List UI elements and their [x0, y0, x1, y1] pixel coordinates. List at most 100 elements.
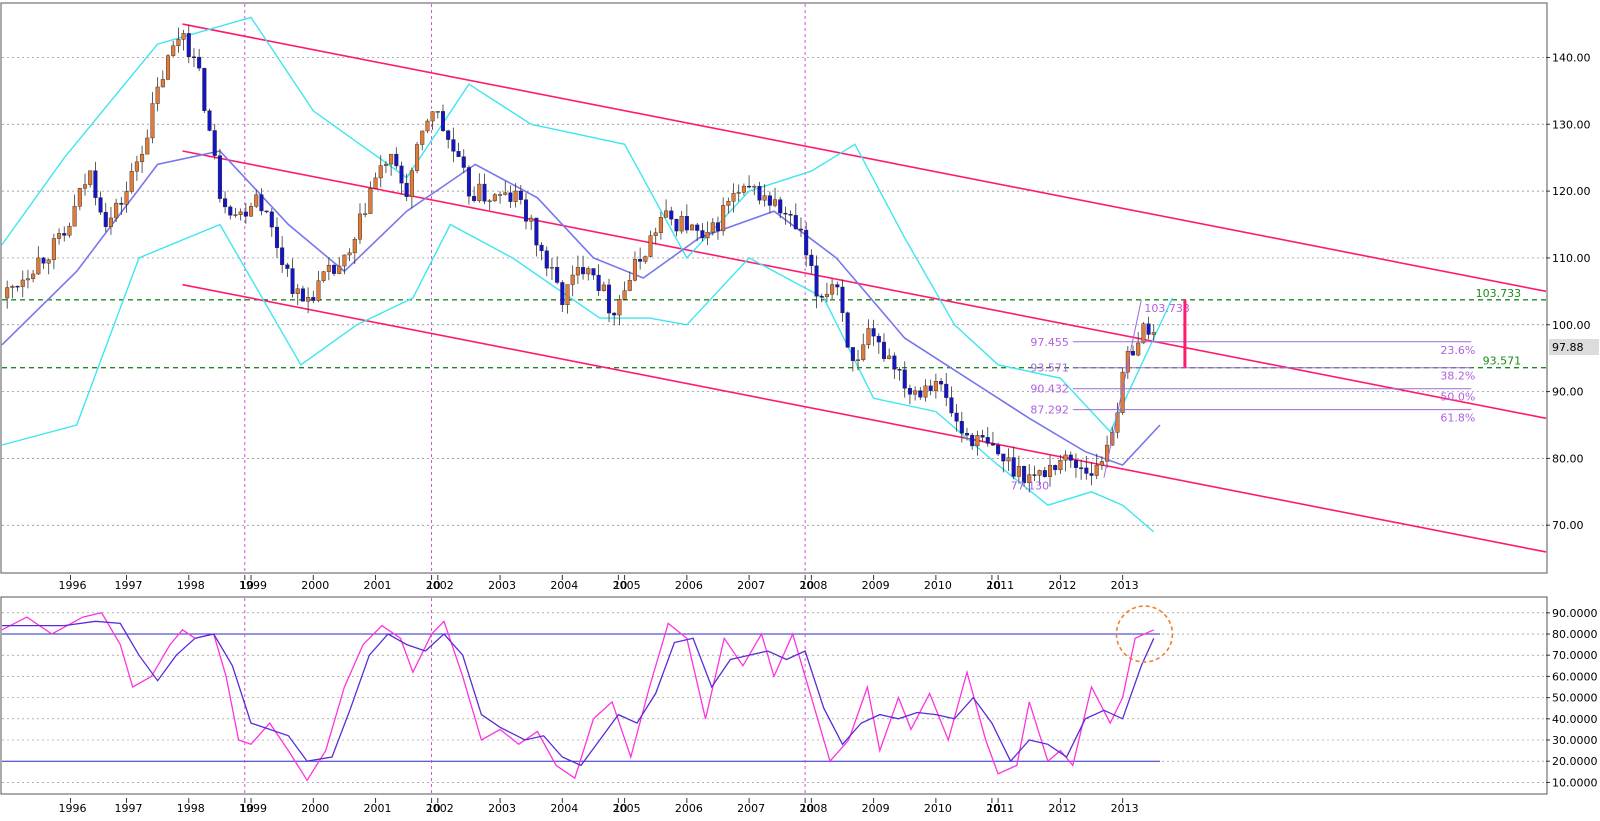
candle-body-up — [140, 153, 145, 163]
candle — [923, 379, 928, 402]
candle — [767, 191, 772, 214]
candle-body-up — [337, 265, 342, 274]
candle — [1037, 469, 1042, 485]
candle-body-down — [290, 268, 295, 294]
candle — [757, 181, 762, 205]
candle-body-up — [10, 285, 15, 288]
candle — [565, 284, 570, 314]
candle-body-down — [835, 284, 840, 288]
candle-body-up — [295, 288, 300, 294]
candle — [197, 48, 202, 72]
candle-body-up — [36, 257, 41, 275]
candle-body-up — [586, 268, 591, 275]
candle — [238, 208, 243, 221]
stochastic-tick-label-10: 10.0000 — [1552, 776, 1598, 789]
candle-body-down — [804, 229, 809, 256]
candle-body-down — [508, 192, 513, 202]
candle-body-up — [1136, 342, 1141, 356]
candle — [186, 24, 191, 64]
candle — [944, 373, 949, 407]
candle — [223, 191, 228, 214]
candle-body-up — [409, 170, 414, 197]
candle — [498, 191, 503, 204]
candle — [446, 129, 451, 149]
price-tick-label-110: 110.00 — [1552, 252, 1591, 265]
candle — [20, 270, 25, 298]
candle — [31, 269, 36, 283]
candle-body-up — [378, 165, 383, 179]
candle — [217, 148, 222, 203]
candle — [140, 145, 145, 173]
candle-body-up — [632, 259, 637, 281]
candle — [523, 192, 529, 230]
candle — [939, 377, 944, 392]
candle-body-up — [664, 210, 669, 218]
stochastic-year-label-label-5: 2000 — [301, 802, 329, 815]
candle — [1047, 455, 1053, 487]
candle — [1079, 459, 1084, 480]
stochastic-d-line — [2, 620, 1155, 767]
candle — [435, 111, 440, 119]
candle-body-up — [254, 194, 259, 207]
candle-body-down — [757, 185, 762, 201]
stochastic-panel: 10.0000 20.0000 30.0000 40.0000 50.0000 60.00… — [0, 596, 1598, 795]
candle — [1032, 465, 1037, 481]
candle — [62, 226, 67, 242]
candle — [762, 184, 767, 207]
candle — [472, 186, 477, 203]
candle-body-up — [155, 86, 160, 104]
candle — [653, 227, 658, 245]
year-label-label-16: 2008 — [799, 579, 827, 592]
candle-body-down — [944, 383, 949, 398]
candle — [243, 203, 248, 224]
candle-body-up — [108, 217, 113, 227]
candle — [108, 206, 113, 235]
candle-body-down — [669, 210, 674, 220]
stochastic-tick-label-70: 70.0000 — [1552, 649, 1598, 662]
candle — [368, 181, 373, 214]
candle — [503, 181, 508, 196]
candle-body-up — [67, 225, 72, 236]
candle-body-up — [503, 192, 508, 195]
candle — [773, 187, 778, 208]
candle-body-up — [5, 287, 10, 299]
candle-body-up — [1063, 454, 1068, 461]
candle-body-down — [778, 199, 783, 214]
candle-body-down — [332, 264, 337, 274]
candle-body-down — [1089, 473, 1094, 476]
channel-line-upper — [182, 23, 1547, 293]
year-label-label-17: 2009 — [862, 579, 890, 592]
candle — [876, 333, 881, 354]
candle-body-up — [306, 297, 311, 302]
price-tick-label-100: 100.00 — [1552, 319, 1591, 332]
candle — [804, 222, 809, 267]
candle — [103, 202, 108, 233]
channel-line-middle — [182, 150, 1547, 420]
candle — [601, 281, 606, 292]
main-gridlines — [2, 57, 1546, 526]
candle-body-down — [1032, 474, 1037, 476]
candle — [741, 183, 746, 196]
candle-body-up — [383, 163, 388, 166]
candle-body-down — [1068, 454, 1073, 461]
candle-body-up — [425, 120, 430, 132]
candle — [129, 163, 134, 194]
fib-value-label-1: 93.571 — [1030, 362, 1069, 375]
price-tick-label-80: 80.00 — [1552, 452, 1584, 465]
candle-body-up — [627, 280, 632, 291]
candle — [207, 108, 212, 132]
candle — [466, 165, 471, 205]
candle-body-up — [887, 355, 892, 359]
candle-body-down — [881, 341, 887, 359]
stochastic-year-label-label-22: 2013 — [1111, 802, 1139, 815]
stochastic-year-label-label-0: 1996 — [58, 802, 86, 815]
candle-body-down — [560, 282, 565, 306]
candle-body-up — [357, 213, 362, 240]
stochastic-year-label-label-2: 1998 — [177, 802, 205, 815]
candle — [274, 217, 279, 258]
candle — [295, 284, 300, 306]
candle-body-up — [622, 290, 627, 300]
candle — [928, 379, 933, 396]
candle-body-up — [653, 232, 658, 236]
last-price-label: 97.88 — [1552, 341, 1584, 354]
